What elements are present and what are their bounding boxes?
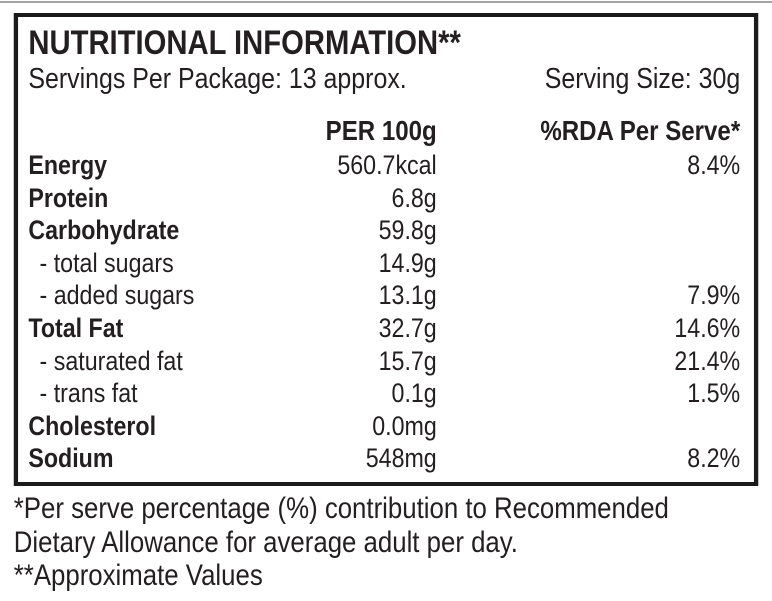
nutrient-name: Sodium: [28, 443, 114, 474]
table-row: Protein 6.8g: [28, 182, 740, 215]
nutrient-amount: 548mg: [365, 443, 437, 474]
footnote-line: *Per serve percentage (%) contribution t…: [13, 492, 669, 525]
servings-per-package: Servings Per Package: 13 approx.: [28, 63, 407, 95]
table-row: Energy 560.7kcal 8.4%: [28, 149, 740, 182]
serving-size: Serving Size: 30g: [544, 63, 741, 95]
table-row: Carbohydrate 59.8g: [28, 214, 740, 247]
nutrient-rda: 8.4%: [687, 150, 741, 180]
table-row: Total Fat 32.7g 14.6%: [28, 312, 740, 345]
footnotes: *Per serve percentage (%) contribution t…: [14, 492, 762, 593]
nutrient-name: Total Fat: [28, 312, 124, 343]
nutrient-rda: 21.4%: [674, 345, 741, 376]
nutrition-panel: NUTRITIONAL INFORMATION** Servings Per P…: [13, 13, 759, 486]
nutrient-amount: 59.8g: [378, 215, 437, 246]
nutrient-amount: 32.7g: [378, 312, 437, 343]
nutrient-name: Cholesterol: [28, 410, 157, 441]
nutrient-name: - added sugars: [39, 280, 195, 311]
nutrient-rda: 1.5%: [687, 378, 741, 409]
nutrient-rda: 14.6%: [674, 312, 741, 343]
nutrient-amount: 13.1g: [378, 280, 437, 311]
serving-info-row: Servings Per Package: 13 approx. Serving…: [28, 63, 740, 96]
table-row: - trans fat 0.1g 1.5%: [28, 377, 741, 410]
nutrient-amount: 0.1g: [391, 378, 437, 409]
nutrient-amount: 6.8g: [391, 182, 437, 213]
nutrient-name: Energy: [28, 150, 108, 180]
panel-title: NUTRITIONAL INFORMATION**: [28, 24, 461, 62]
table-row: Sodium 548mg 8.2%: [28, 442, 740, 475]
table-row: - total sugars 14.9g: [28, 247, 740, 280]
nutrient-name: Protein: [28, 182, 109, 213]
table-row: - added sugars 13.1g 7.9%: [28, 279, 741, 312]
nutrient-name: - trans fat: [39, 378, 138, 409]
nutrient-rda: 7.9%: [687, 280, 741, 311]
top-edge-line: [0, 1, 772, 3]
header-rda-col: %RDA Per Serve*: [540, 115, 741, 146]
table-header-row: PER 100g %RDA Per Serve*: [28, 114, 741, 147]
nutrient-rda: 8.2%: [687, 443, 741, 474]
nutrient-amount: 560.7kcal: [337, 150, 437, 180]
table-row: Cholesterol 0.0mg: [28, 410, 740, 443]
nutrient-name: Carbohydrate: [28, 215, 180, 246]
nutrient-name: - total sugars: [39, 247, 174, 278]
nutrition-rows: Energy 560.7kcal 8.4% Protein 6.8g Carbo…: [28, 149, 740, 475]
nutrient-amount: 15.7g: [378, 345, 437, 376]
nutrient-name: - saturated fat: [39, 345, 183, 376]
nutrient-amount: 0.0mg: [372, 410, 437, 441]
footnote-line: Dietary Allowance for average adult per …: [13, 525, 518, 559]
footnote-line: **Approximate Values: [13, 559, 263, 592]
nutrient-amount: 14.9g: [378, 247, 437, 278]
table-row: - saturated fat 15.7g 21.4%: [28, 345, 741, 378]
header-amount-col: PER 100g: [325, 115, 437, 146]
